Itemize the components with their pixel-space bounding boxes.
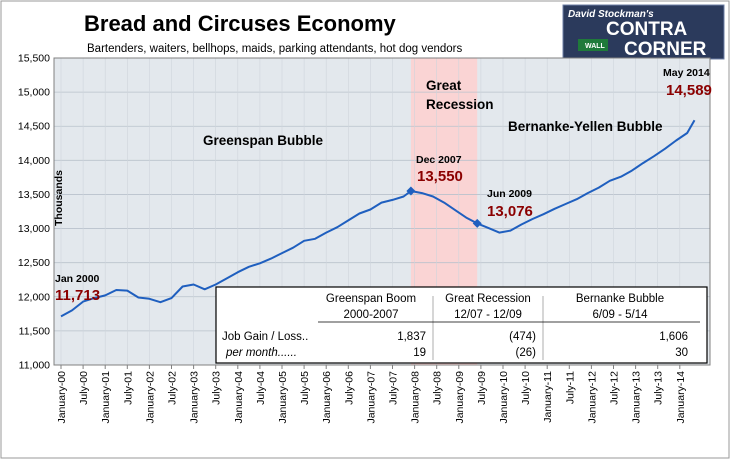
annotation-bernanke: Bernanke-Yellen Bubble — [508, 119, 663, 134]
x-tick-label: January-04 — [233, 371, 245, 424]
y-tick-label: 14,000 — [18, 155, 50, 167]
x-tick-label: July-05 — [299, 371, 311, 405]
x-tick-label: January-08 — [410, 371, 422, 424]
label-dec2007: Dec 2007 — [416, 154, 462, 166]
x-tick-label: January-12 — [586, 371, 598, 424]
stats-table: Greenspan Boom 2000-2007 Great Recession… — [215, 286, 708, 364]
data-point-marker — [406, 186, 416, 196]
table-row2-col1: 19 — [413, 347, 426, 359]
x-tick-label: January-05 — [277, 371, 289, 424]
table-row1-col3: 1,606 — [659, 331, 688, 343]
x-tick-label: July-08 — [432, 371, 444, 405]
table-row1-col1: 1,837 — [397, 331, 426, 343]
annotation-recession-line2: Recession — [426, 97, 494, 112]
x-tick-label: July-09 — [476, 371, 488, 405]
table-row2-col3: 30 — [675, 347, 688, 359]
x-tick-label: January-03 — [189, 371, 201, 424]
x-axis: January-00 July-00 January-01 July-01 Januar… — [56, 365, 687, 424]
y-axis-label: Thousands — [53, 170, 65, 226]
x-tick-label: January-10 — [498, 371, 510, 424]
table-row2-col2: (26) — [516, 347, 537, 359]
contra-corner-logo: David Stockman's CONTRA WALL CORNER — [562, 4, 725, 60]
x-tick-label: July-01 — [122, 371, 134, 405]
x-tick-label: July-12 — [609, 371, 621, 405]
value-jan2000: 11,713 — [55, 287, 100, 304]
table-row2-label: per month...... — [225, 347, 297, 359]
value-jun2009: 13,076 — [487, 203, 533, 220]
chart-subtitle: Bartenders, waiters, bellhops, maids, pa… — [87, 43, 462, 55]
x-tick-label: January-13 — [631, 371, 643, 424]
x-tick-label: January-14 — [675, 371, 687, 424]
label-jan2000: Jan 2000 — [55, 273, 100, 285]
x-tick-label: July-11 — [564, 371, 576, 404]
series-line — [60, 119, 696, 318]
y-tick-label: 13,000 — [18, 223, 50, 235]
table-col2-period: 12/07 - 12/09 — [454, 309, 522, 321]
logo-top-text: David Stockman's — [568, 9, 654, 20]
series-markers — [406, 186, 482, 228]
label-jun2009: Jun 2009 — [487, 188, 532, 200]
x-tick-label: July-13 — [653, 371, 665, 405]
x-tick-label: January-09 — [454, 371, 466, 424]
x-tick-label: July-00 — [78, 371, 90, 405]
table-row1-label: Job Gain / Loss.. — [222, 331, 308, 343]
x-tick-label: July-06 — [343, 371, 355, 405]
x-tick-label: January-02 — [144, 371, 156, 424]
table-col1-header: Greenspan Boom — [326, 293, 416, 305]
x-tick-label: January-06 — [321, 371, 333, 424]
stats-table-box — [215, 286, 708, 364]
y-tick-label: 15,500 — [18, 53, 50, 65]
x-tick-label: July-02 — [167, 371, 179, 405]
data-point-marker — [472, 218, 482, 228]
x-tick-label: July-03 — [211, 371, 223, 405]
logo-street-sign — [578, 39, 608, 51]
x-tick-label: July-04 — [255, 371, 267, 405]
y-tick-label: 12,500 — [18, 257, 50, 269]
y-tick-label: 12,000 — [18, 291, 50, 303]
table-col3-period: 6/09 - 5/14 — [593, 309, 649, 321]
logo-sign-text: WALL — [585, 43, 606, 50]
plot-border — [53, 57, 711, 366]
table-col1-period: 2000-2007 — [344, 309, 399, 321]
table-row1-col2: (474) — [509, 331, 536, 343]
annotation-greenspan: Greenspan Bubble — [203, 133, 324, 148]
value-dec2007: 13,550 — [417, 168, 463, 185]
y-tick-label: 11,500 — [19, 325, 50, 337]
chart-title: Bread and Circuses Economy — [84, 11, 397, 36]
logo-word-contra: CONTRA — [606, 19, 688, 40]
table-col3-header: Bernanke Bubble — [576, 293, 664, 305]
x-tick-label: January-07 — [365, 371, 377, 424]
label-may2014: May 2014 — [663, 67, 710, 79]
table-col2-header: Great Recession — [445, 293, 531, 305]
y-tick-label: 14,500 — [18, 121, 50, 133]
y-tick-label: 11,000 — [19, 360, 50, 372]
logo-word-corner: CORNER — [624, 39, 707, 60]
x-tick-label: July-07 — [388, 371, 400, 405]
x-tick-label: January-01 — [100, 371, 112, 424]
x-tick-label: July-10 — [520, 371, 532, 405]
value-may2014: 14,589 — [666, 82, 712, 99]
y-axis: 11,000 11,500 12,000 12,500 13,000 13,500 14,0… — [18, 53, 50, 372]
x-tick-label: January-00 — [56, 371, 68, 424]
annotation-recession-line1: Great — [426, 78, 462, 93]
y-tick-label: 13,500 — [18, 189, 50, 201]
y-tick-label: 15,000 — [18, 87, 50, 99]
x-tick-label: January-11 — [542, 371, 554, 423]
